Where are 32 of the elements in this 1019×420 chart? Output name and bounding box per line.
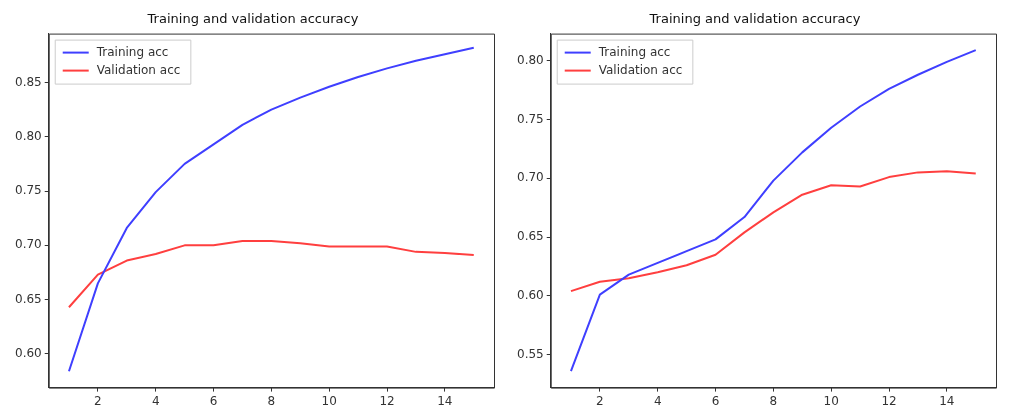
y-tick-label: 0.65: [517, 229, 544, 244]
chart-title: Training and validation accuracy: [648, 11, 861, 27]
legend-label: Validation acc: [598, 62, 683, 77]
x-tick-label: 10: [321, 393, 337, 408]
y-tick-label: 0.80: [517, 52, 544, 67]
x-tick-label: 6: [711, 393, 720, 408]
chart-title: Training and validation accuracy: [146, 11, 359, 27]
y-tick-label: 0.80: [15, 128, 42, 143]
y-tick-label: 0.75: [15, 183, 42, 198]
x-tick-label: 6: [209, 393, 218, 408]
y-tick-label: 0.75: [517, 111, 544, 126]
y-tick-label: 0.65: [15, 291, 42, 306]
x-tick-label: 12: [881, 393, 897, 408]
x-tick-label: 4: [151, 393, 160, 408]
x-tick-label: 14: [437, 393, 453, 408]
y-tick-label: 0.60: [517, 287, 544, 302]
y-tick-label: 0.55: [517, 346, 544, 361]
y-tick-label: 0.60: [15, 346, 42, 361]
x-tick-label: 14: [939, 393, 955, 408]
x-tick-label: 12: [379, 393, 395, 408]
x-tick-label: 8: [267, 393, 276, 408]
legend-label: Validation acc: [96, 62, 181, 77]
x-tick-label: 10: [823, 393, 839, 408]
x-tick-label: 2: [596, 393, 604, 408]
y-tick-label: 0.70: [517, 170, 544, 185]
x-tick-label: 2: [94, 393, 102, 408]
y-tick-label: 0.70: [15, 237, 42, 252]
legend-label: Training acc: [597, 44, 671, 59]
legend-label: Training acc: [95, 44, 169, 59]
x-tick-label: 4: [653, 393, 662, 408]
x-tick-label: 8: [769, 393, 778, 408]
y-tick-label: 0.85: [15, 74, 42, 89]
